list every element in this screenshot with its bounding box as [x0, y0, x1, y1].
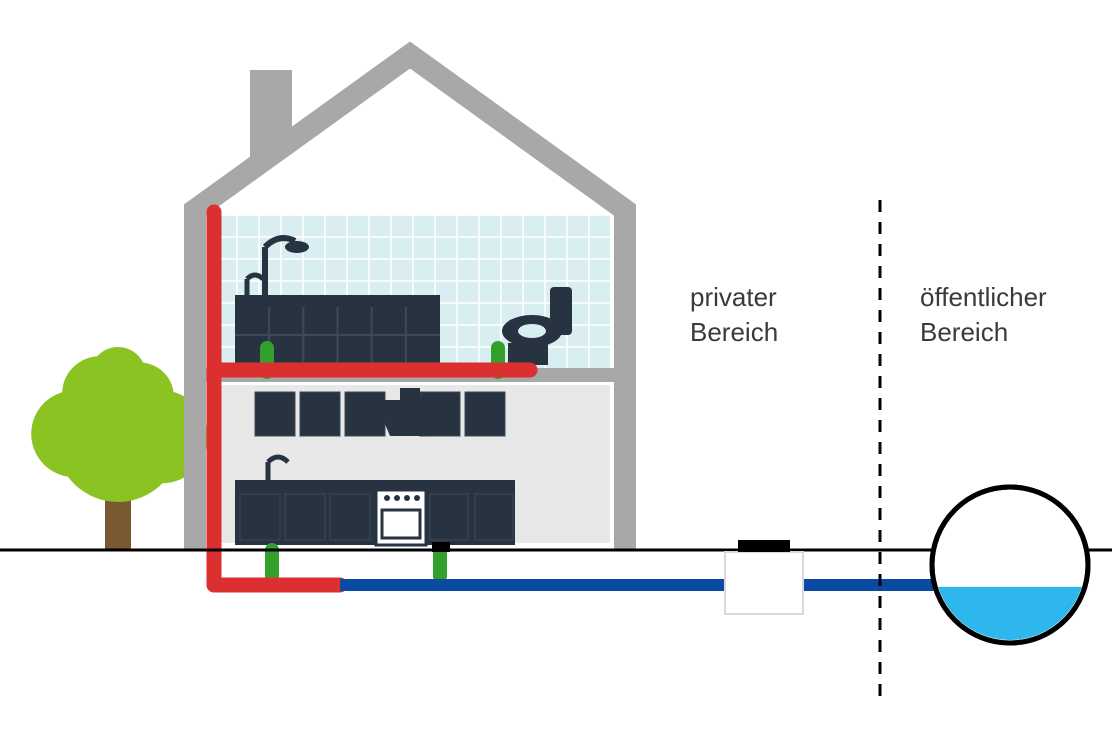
label-private-line1: privater	[690, 282, 777, 312]
tree-foliage	[31, 347, 208, 502]
label-private: privater Bereich	[690, 280, 778, 350]
label-public: öffentlicher Bereich	[920, 280, 1047, 350]
label-private-line2: Bereich	[690, 317, 778, 347]
label-public-line1: öffentlicher	[920, 282, 1047, 312]
manhole-cover	[738, 540, 790, 552]
sewer-water	[932, 587, 1088, 743]
label-public-line2: Bereich	[920, 317, 1008, 347]
inspection-chamber	[725, 552, 803, 614]
upper-cabinets	[255, 392, 505, 436]
floor-drain-cap	[432, 542, 450, 552]
